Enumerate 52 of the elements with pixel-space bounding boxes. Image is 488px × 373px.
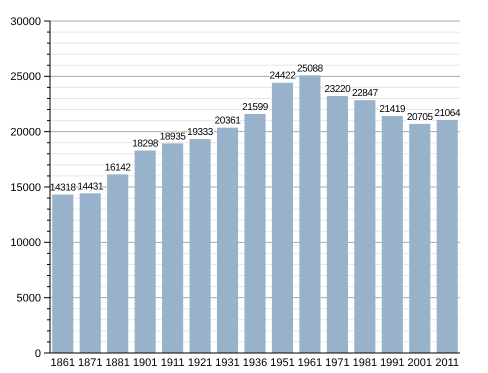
- y-tick-label: 5000: [16, 292, 41, 305]
- y-tick-label: 15000: [10, 182, 41, 194]
- data-label: 16142: [104, 162, 132, 174]
- bar: [382, 116, 403, 353]
- data-label: 21419: [379, 104, 406, 115]
- data-label: 18935: [160, 131, 186, 142]
- y-tick-label: 20000: [10, 126, 41, 139]
- data-label: 18298: [132, 138, 159, 150]
- bar: [216, 128, 238, 353]
- data-label: 21599: [242, 102, 269, 113]
- x-tick-label: 1971: [325, 357, 350, 369]
- data-label: 23220: [324, 84, 352, 96]
- x-tick-label: 2001: [408, 357, 432, 369]
- bar: [52, 194, 74, 353]
- x-tick-label: 1911: [160, 357, 184, 369]
- data-label: 20705: [406, 112, 434, 123]
- y-tick-label: 10000: [10, 237, 41, 250]
- x-tick-label: 2011: [435, 357, 460, 369]
- bar: [272, 82, 294, 353]
- bar: [326, 96, 348, 353]
- bar: [244, 114, 266, 353]
- data-label: 24422: [270, 70, 296, 82]
- data-label: 14318: [50, 182, 77, 194]
- data-label: 19333: [187, 127, 214, 138]
- data-label: 21064: [434, 108, 461, 119]
- x-tick-label: 1921: [188, 357, 212, 369]
- data-label: 14431: [77, 181, 104, 192]
- bar: [436, 120, 458, 353]
- x-tick-label: 1881: [105, 357, 130, 369]
- bar: [354, 100, 376, 353]
- x-tick-label: 1871: [78, 357, 102, 369]
- bar: [190, 139, 211, 353]
- data-label: 25088: [297, 63, 324, 74]
- bar: [409, 124, 430, 353]
- x-tick-label: 1981: [352, 357, 378, 369]
- bar: [80, 193, 101, 353]
- bar: [162, 143, 184, 353]
- x-tick-label: 1931: [215, 357, 240, 369]
- x-tick-label: 1861: [50, 357, 76, 369]
- y-tick-label: 25000: [10, 71, 41, 84]
- bar: [107, 174, 128, 353]
- x-tick-label: 1936: [242, 357, 268, 369]
- data-label: 22847: [352, 88, 379, 100]
- bar: [134, 150, 156, 353]
- x-tick-label: 1991: [380, 357, 405, 369]
- bar: [299, 75, 320, 353]
- y-tick-label: 0: [34, 348, 41, 360]
- x-tick-label: 1901: [132, 357, 158, 369]
- x-tick-label: 1961: [298, 357, 322, 369]
- data-label: 20361: [214, 116, 242, 127]
- y-tick-label: 30000: [10, 16, 41, 28]
- x-tick-label: 1951: [270, 357, 295, 369]
